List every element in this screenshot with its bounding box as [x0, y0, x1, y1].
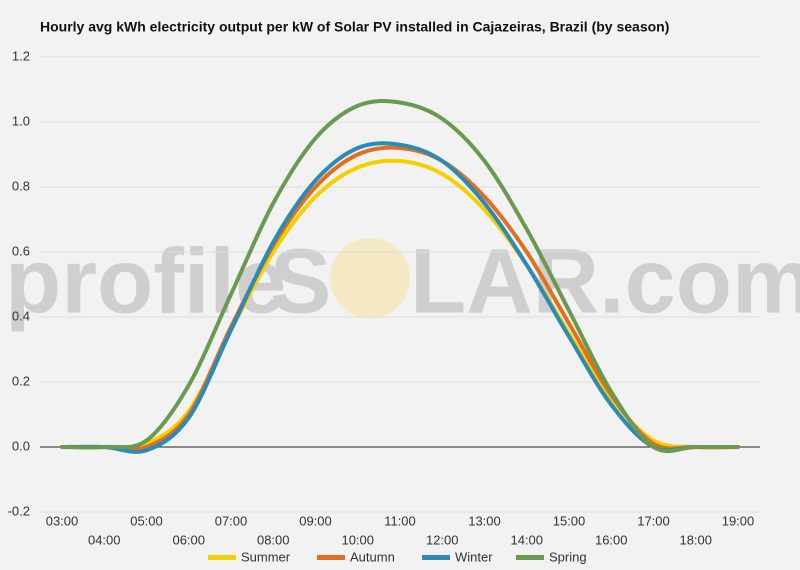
x-tick-label: 12:00 — [426, 532, 459, 547]
x-tick-label: 14:00 — [510, 532, 543, 547]
chart-title: Hourly avg kWh electricity output per kW… — [40, 19, 669, 35]
series-line — [60, 99, 740, 454]
y-tick-label: 0.4 — [12, 308, 30, 323]
y-tick-label: 0.0 — [12, 438, 30, 453]
legend-swatch — [317, 555, 345, 560]
x-tick-label: 09:00 — [299, 513, 332, 528]
watermark-text: S — [270, 230, 331, 332]
y-tick-label: 1.0 — [12, 113, 30, 128]
watermark-sun — [330, 238, 410, 318]
x-tick-label: 04:00 — [88, 532, 121, 547]
legend-label: Winter — [455, 549, 493, 564]
legend-swatch — [208, 555, 236, 560]
x-tick-label: 11:00 — [384, 513, 416, 528]
y-tick-label: -0.2 — [8, 503, 30, 518]
x-tick-label: 16:00 — [595, 532, 628, 547]
legend-label: Spring — [549, 549, 587, 564]
legend-swatch — [422, 555, 450, 560]
legend-label: Autumn — [350, 549, 395, 564]
x-tick-label: 15:00 — [553, 513, 586, 528]
x-tick-label: 10:00 — [341, 532, 374, 547]
y-tick-label: 0.2 — [12, 373, 30, 388]
legend-swatch — [516, 555, 544, 560]
x-tick-label: 08:00 — [257, 532, 290, 547]
x-tick-label: 07:00 — [215, 513, 248, 528]
watermark-text: LAR.com — [410, 230, 800, 332]
x-tick-label: 17:00 — [637, 513, 670, 528]
x-tick-label: 03:00 — [46, 513, 79, 528]
y-tick-label: 0.8 — [12, 178, 30, 193]
x-tick-label: 19:00 — [722, 513, 755, 528]
x-tick-label: 18:00 — [679, 532, 712, 547]
x-tick-label: 05:00 — [130, 513, 163, 528]
x-tick-label: 06:00 — [172, 532, 205, 547]
x-tick-label: 13:00 — [468, 513, 501, 528]
y-tick-label: 1.2 — [12, 48, 30, 63]
legend-label: Summer — [241, 549, 291, 564]
y-tick-label: 0.6 — [12, 243, 30, 258]
series-line — [60, 141, 740, 454]
